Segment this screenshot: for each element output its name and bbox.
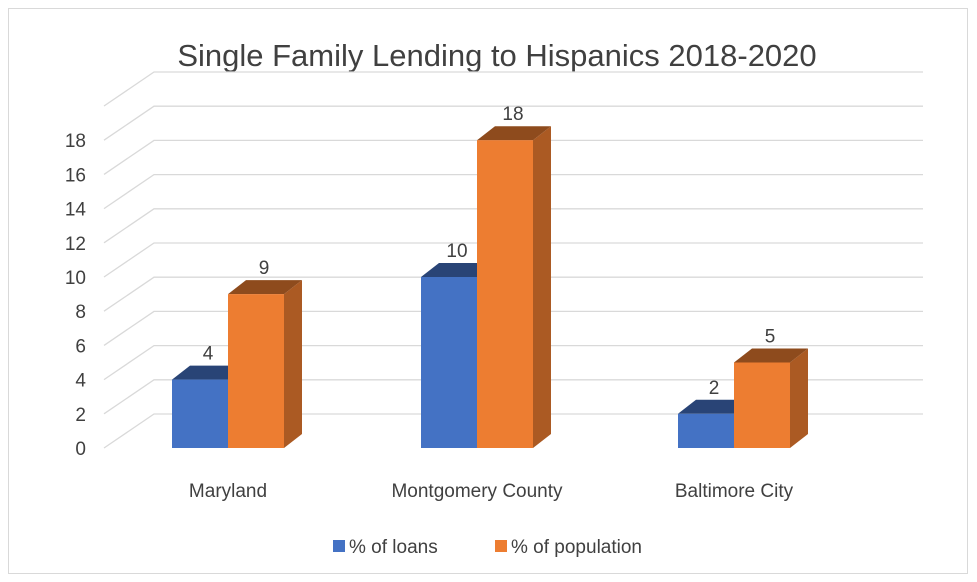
gridline	[103, 344, 923, 381]
legend: % of loans % of population	[333, 537, 642, 558]
bar	[228, 280, 302, 448]
gridline	[103, 208, 923, 244]
legend-swatch	[333, 540, 345, 552]
category-label: Montgomery County	[391, 481, 563, 502]
bar-side	[790, 348, 808, 448]
legend-item: % of loans	[333, 537, 438, 558]
bar	[477, 126, 551, 448]
gridline	[103, 139, 923, 175]
data-label: 5	[765, 327, 776, 348]
bar-side	[284, 280, 302, 448]
legend-item: % of population	[495, 537, 642, 558]
y-tick-label: 18	[65, 131, 86, 152]
bar-front	[172, 379, 228, 448]
y-tick-label: 12	[65, 234, 86, 255]
bar-front	[421, 277, 477, 448]
y-axis-ticks: 0 2 4 6 8 10 12 14 16 18	[65, 131, 87, 460]
gridline	[103, 413, 923, 449]
bar-side	[533, 126, 551, 448]
y-tick-label: 6	[75, 336, 86, 357]
category-label: Maryland	[189, 481, 267, 502]
bar-top	[421, 263, 495, 277]
data-label: 10	[446, 241, 467, 262]
gridline	[103, 310, 923, 346]
bars	[172, 126, 808, 448]
bar-front	[228, 294, 284, 448]
data-label: 18	[502, 104, 523, 125]
bar-top	[678, 399, 752, 414]
bar-top	[228, 280, 302, 295]
bar-top	[477, 126, 551, 141]
y-tick-label: 2	[75, 405, 86, 426]
bar	[734, 348, 808, 448]
y-tick-label: 10	[65, 268, 86, 289]
bar-front	[477, 140, 533, 448]
bar-front	[678, 413, 734, 448]
data-labels: 4 9 10 18 2 5	[203, 104, 776, 399]
gridline	[103, 71, 923, 107]
category-label: Baltimore City	[675, 481, 794, 502]
chart-title: Single Family Lending to Hispanics 2018-…	[177, 38, 816, 73]
y-tick-label: 8	[75, 302, 86, 323]
y-tick-label: 16	[65, 165, 86, 186]
data-label: 4	[203, 344, 214, 365]
data-label: 9	[259, 258, 270, 279]
gridline	[103, 173, 923, 210]
bar-top	[734, 348, 808, 363]
gridline	[103, 379, 923, 415]
legend-label: % of loans	[349, 537, 438, 558]
legend-label: % of population	[511, 537, 642, 558]
y-tick-label: 0	[75, 439, 86, 460]
y-tick-label: 14	[65, 200, 87, 221]
bar-top	[172, 365, 246, 380]
legend-swatch	[495, 540, 507, 552]
x-axis-categories: Maryland Montgomery County Baltimore City	[189, 481, 794, 502]
gridline	[103, 276, 923, 312]
gridline	[103, 105, 923, 141]
bar-front	[734, 362, 790, 448]
data-label: 2	[709, 378, 720, 399]
y-tick-label: 4	[75, 371, 86, 392]
gridline	[103, 242, 923, 278]
gridlines	[103, 71, 923, 449]
